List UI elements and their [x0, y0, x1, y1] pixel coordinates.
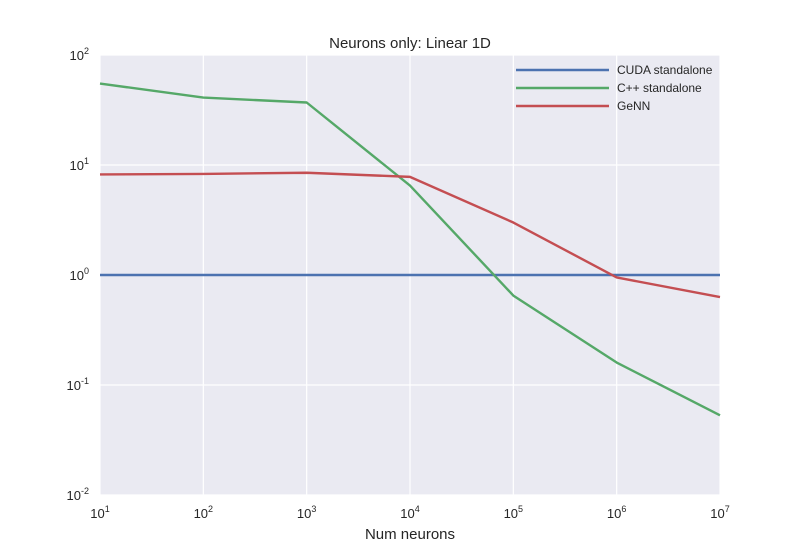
x-tick-labels: 101 102 103 104 105 106 107 [90, 504, 729, 521]
series-line-3 [99, 171, 721, 299]
x-tick-label: 103 [297, 504, 316, 521]
x-tick-label: 105 [504, 504, 523, 521]
legend-label-3: GeNN [617, 99, 650, 113]
series-layer [99, 82, 721, 417]
x-tick-label: 106 [607, 504, 626, 521]
y-tick-label: 10-2 [67, 486, 89, 503]
x-tick-label: 102 [194, 504, 213, 521]
x-tick-label: 107 [710, 504, 729, 521]
y-tick-label: 101 [70, 156, 89, 173]
legend-label-1: CUDA standalone [617, 63, 713, 77]
y-tick-label: 10-1 [67, 376, 89, 393]
x-tick-label: 104 [400, 504, 419, 521]
legend: CUDA standalone C++ standalone GeNN [516, 63, 713, 113]
y-tick-labels: 10-2 10-1 100 101 102 [67, 46, 89, 503]
legend-label-2: C++ standalone [617, 81, 702, 95]
y-tick-label: 102 [70, 46, 89, 63]
series-line-2 [99, 82, 721, 417]
x-axis-title: Num neurons [365, 526, 455, 543]
y-tick-label: 100 [70, 266, 89, 283]
x-tick-label: 101 [90, 504, 109, 521]
chart-title: Neurons only: Linear 1D [329, 35, 491, 52]
